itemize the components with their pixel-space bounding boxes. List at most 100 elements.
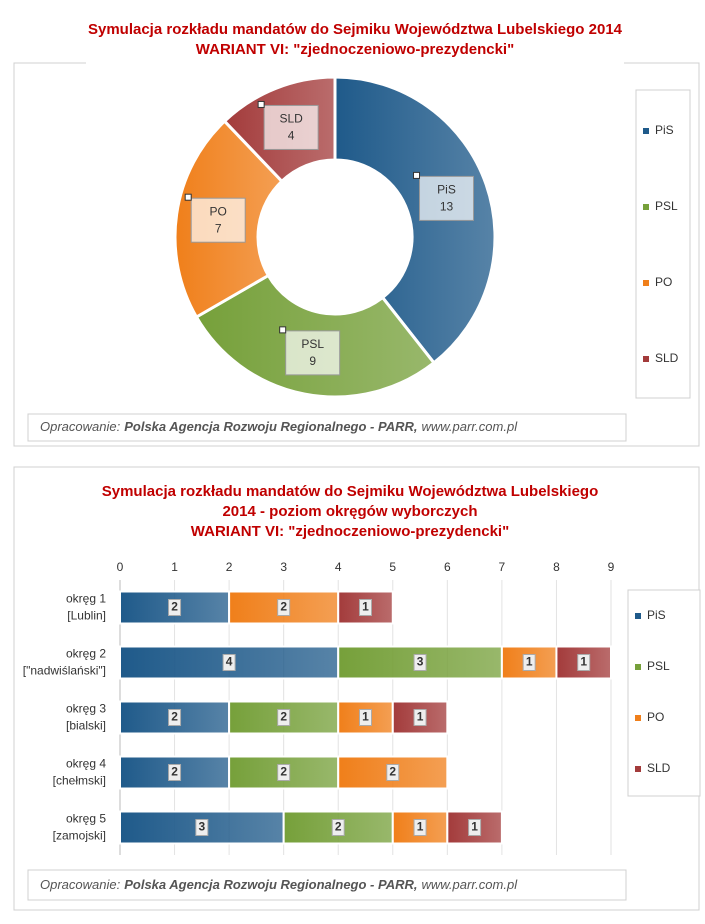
title-frame — [92, 478, 608, 542]
data-label-box — [263, 104, 319, 150]
source-org: Polska Agencja Rozwoju Regionalnego - PA… — [124, 419, 417, 434]
data-label: 1 — [362, 710, 369, 724]
data-label-box — [468, 819, 482, 836]
data-label: 2 — [171, 600, 178, 614]
legend-label: PO — [655, 275, 672, 289]
x-tick-label: 1 — [171, 560, 178, 574]
data-label-box — [577, 654, 591, 671]
note-frame — [27, 413, 627, 442]
legend-label: PSL — [655, 199, 678, 213]
data-label: 2 — [280, 765, 287, 779]
source-url: www.parr.com.pl — [421, 419, 518, 434]
y-tick-label: [bialski] — [66, 719, 106, 733]
x-tick-label: 7 — [499, 560, 506, 574]
data-label: 1 — [526, 655, 533, 669]
chart-title: 2014 - poziom okręgów wyborczych — [222, 503, 477, 520]
chart-title: WARIANT VI: "zjednoczeniowo-prezydencki" — [196, 41, 514, 58]
bar — [119, 645, 340, 680]
data-label-box — [522, 654, 536, 671]
note-frame — [27, 869, 627, 901]
x-tick-label: 8 — [553, 560, 560, 574]
data-label-box — [277, 709, 291, 726]
legend-frame — [635, 89, 691, 399]
x-tick-label: 6 — [444, 560, 451, 574]
legend-label: SLD — [647, 761, 671, 775]
title-frame — [86, 14, 624, 64]
data-label-marker — [257, 100, 265, 108]
chart-title: Symulacja rozkładu mandatów do Sejmiku W… — [102, 483, 599, 500]
chart-title: Symulacja rozkładu mandatów do Sejmiku W… — [88, 21, 623, 38]
legend-swatch — [643, 356, 649, 362]
source-label: Opracowanie: — [40, 419, 121, 434]
data-label: 2 — [171, 710, 178, 724]
source-note: Opracowanie: Polska Agencja Rozwoju Regio… — [40, 877, 518, 892]
legend-swatch — [643, 280, 649, 286]
data-label-marker — [413, 171, 421, 179]
data-label-box — [168, 709, 182, 726]
data-label-box — [359, 599, 372, 616]
y-tick-label: [Lublin] — [67, 609, 106, 623]
source-org: Polska Agencja Rozwoju Regionalnego - PA… — [124, 877, 417, 892]
x-tick-label: 3 — [280, 560, 287, 574]
data-label-marker — [279, 326, 287, 334]
legend-swatch — [635, 766, 641, 772]
data-label-box — [285, 330, 341, 376]
data-label-box — [413, 819, 427, 836]
legend-swatch — [635, 715, 641, 721]
y-tick-label: [zamojski] — [53, 829, 106, 843]
legend-label: PO — [647, 710, 664, 724]
data-label-marker — [184, 193, 192, 201]
legend-label: PiS — [655, 123, 674, 137]
data-label: 2 — [280, 600, 287, 614]
data-label-box — [195, 819, 209, 836]
legend-swatch — [643, 128, 649, 134]
data-label-box — [386, 764, 400, 781]
data-label-category: PO — [210, 204, 227, 218]
source-url: www.parr.com.pl — [421, 877, 518, 892]
data-label-box — [190, 197, 246, 243]
legend-swatch — [635, 664, 641, 670]
data-label: 3 — [417, 655, 424, 669]
data-label: 2 — [335, 820, 342, 834]
x-tick-label: 9 — [608, 560, 615, 574]
y-tick-label: ["nadwiślański"] — [23, 664, 106, 678]
data-label: 1 — [417, 710, 424, 724]
data-label-category: SLD — [279, 112, 303, 126]
data-label-box — [413, 709, 427, 726]
data-label: 9 — [309, 354, 316, 368]
legend-label: SLD — [655, 351, 679, 365]
legend-swatch — [635, 613, 641, 619]
data-label-category: PiS — [437, 183, 456, 197]
y-tick-label: okręg 5 — [66, 812, 106, 826]
x-tick-label: 0 — [117, 560, 124, 574]
legend-label: PSL — [647, 659, 670, 673]
data-label: 1 — [580, 655, 587, 669]
data-label: 2 — [171, 765, 178, 779]
data-label-box — [277, 764, 291, 781]
x-tick-label: 4 — [335, 560, 342, 574]
data-label: 2 — [389, 765, 396, 779]
data-label: 4 — [288, 129, 295, 143]
donut-segment — [333, 75, 497, 365]
data-label-box — [277, 599, 291, 616]
data-label-box — [419, 175, 475, 221]
data-label-box — [168, 599, 182, 616]
legend-frame — [627, 589, 701, 797]
source-note: Opracowanie: Polska Agencja Rozwoju Regio… — [40, 419, 518, 434]
data-label-box — [168, 764, 182, 781]
y-tick-label: okręg 1 — [66, 592, 106, 606]
data-label: 3 — [198, 820, 205, 834]
data-label: 13 — [440, 200, 454, 214]
source-label: Opracowanie: — [40, 877, 121, 892]
data-label-box — [222, 654, 236, 671]
data-label-box — [331, 819, 345, 836]
data-label: 4 — [226, 655, 233, 669]
data-label: 2 — [280, 710, 287, 724]
legend-swatch — [643, 204, 649, 210]
data-label-box — [359, 709, 372, 726]
chart-title: WARIANT VI: "zjednoczeniowo-prezydencki" — [191, 523, 509, 540]
data-label: 1 — [417, 820, 424, 834]
data-label-box — [413, 654, 427, 671]
data-label: 1 — [362, 600, 369, 614]
